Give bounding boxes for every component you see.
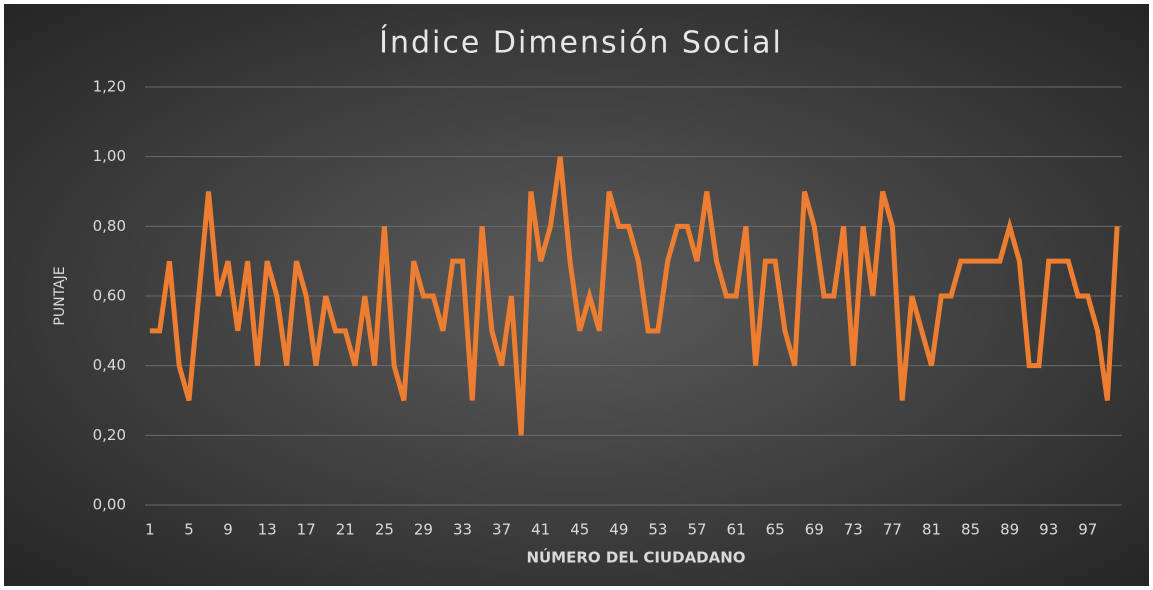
x-tick-label: 25: [375, 521, 394, 539]
chart-title: Índice Dimensión Social: [379, 25, 783, 61]
x-tick-label: 69: [805, 521, 824, 539]
x-tick-label: 49: [609, 521, 628, 539]
x-tick-label: 85: [961, 521, 980, 539]
x-tick-label: 77: [883, 521, 902, 539]
x-tick-label: 33: [453, 521, 472, 539]
y-tick-label: 1,00: [93, 147, 126, 165]
x-tick-label: 89: [1000, 521, 1019, 539]
y-tick-label: 0,60: [93, 287, 126, 305]
x-tick-label: 9: [223, 521, 233, 539]
x-tick-label: 97: [1078, 521, 1097, 539]
y-axis-label: PUNTAJE: [52, 266, 68, 325]
x-tick-label: 41: [531, 521, 550, 539]
x-tick-label: 73: [844, 521, 863, 539]
x-tick-label: 1: [145, 521, 155, 539]
x-tick-label: 57: [687, 521, 706, 539]
x-tick-label: 29: [414, 521, 433, 539]
x-tick-label: 17: [297, 521, 316, 539]
y-tick-label: 0,00: [93, 496, 126, 514]
x-tick-label: 45: [570, 521, 589, 539]
x-tick-label: 93: [1039, 521, 1058, 539]
x-tick-label: 53: [648, 521, 667, 539]
x-tick-label: 5: [184, 521, 194, 539]
x-axis-label: NÚMERO DEL CIUDADANO: [526, 548, 745, 567]
x-tick-label: 21: [336, 521, 355, 539]
x-tick-label: 61: [727, 521, 746, 539]
y-tick-label: 1,20: [93, 78, 126, 96]
y-tick-label: 0,80: [93, 217, 126, 235]
data-line: [149, 156, 1120, 436]
x-tick-label: 65: [766, 521, 785, 539]
x-tick-label: 13: [258, 521, 277, 539]
y-tick-label: 0,20: [93, 426, 126, 444]
y-tick-label: 0,40: [93, 356, 126, 374]
x-tick-label: 81: [922, 521, 941, 539]
x-tick-label: 37: [492, 521, 511, 539]
